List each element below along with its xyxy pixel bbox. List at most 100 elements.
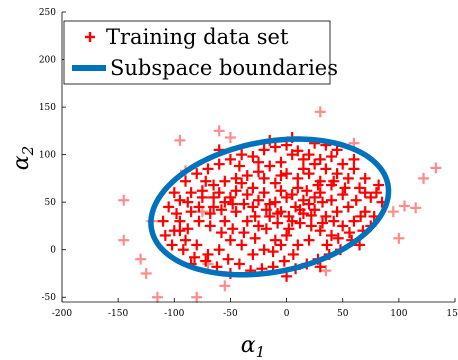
data-point	[275, 170, 287, 182]
data-point	[202, 163, 214, 175]
data-point	[264, 210, 276, 222]
data-point	[247, 151, 259, 163]
data-point	[309, 204, 321, 216]
data-points	[118, 106, 442, 303]
data-point	[320, 210, 332, 222]
data-point	[281, 229, 293, 241]
y-tick-label: -50	[42, 293, 57, 303]
data-point	[247, 182, 259, 194]
data-point	[249, 232, 261, 244]
data-point	[230, 206, 242, 218]
legend-label-boundary: Subspace boundaries	[110, 56, 338, 80]
data-point	[241, 189, 253, 201]
data-point	[236, 177, 248, 189]
data-point	[292, 172, 304, 184]
data-point	[227, 198, 239, 210]
data-point	[292, 239, 304, 251]
data-point	[219, 215, 231, 227]
data-point	[314, 225, 326, 237]
x-tick-label: -100	[164, 309, 184, 319]
data-point	[238, 198, 250, 210]
data-point	[342, 201, 354, 213]
data-point	[350, 194, 362, 206]
data-point	[260, 223, 272, 235]
data-point	[355, 210, 367, 222]
data-point	[275, 185, 287, 197]
data-point	[204, 220, 216, 232]
data-point	[182, 196, 194, 208]
data-point	[224, 234, 236, 246]
data-point	[157, 215, 169, 227]
data-point	[224, 153, 236, 165]
data-point	[249, 210, 261, 222]
data-point	[297, 163, 309, 175]
data-point	[325, 151, 337, 163]
data-point	[343, 227, 355, 239]
data-point	[321, 239, 333, 251]
data-point-outside	[418, 172, 430, 184]
x-tick-label: 150	[446, 309, 458, 319]
data-point	[247, 201, 259, 213]
data-point	[303, 234, 315, 246]
data-point	[264, 198, 276, 210]
y-tick-label: 200	[39, 56, 56, 66]
data-point	[174, 194, 186, 206]
axes	[61, 12, 455, 303]
data-point	[188, 251, 200, 263]
data-point	[309, 158, 321, 170]
y-axis-label: α2	[9, 146, 37, 170]
y-tick-label: 50	[45, 198, 57, 208]
boundary-ellipse	[148, 136, 392, 278]
data-point	[325, 229, 337, 241]
data-point	[191, 239, 203, 251]
data-point-outside	[213, 125, 225, 137]
data-point-outside	[224, 132, 236, 144]
data-point	[332, 232, 344, 244]
data-point	[174, 215, 186, 227]
data-point	[373, 179, 385, 191]
data-point	[222, 253, 234, 265]
data-point	[238, 227, 250, 239]
data-point	[339, 182, 351, 194]
data-point	[230, 185, 242, 197]
data-point	[269, 177, 281, 189]
data-point-outside	[118, 234, 130, 246]
data-point	[314, 187, 326, 199]
data-point	[286, 189, 298, 201]
data-point	[348, 163, 360, 175]
data-point	[286, 149, 298, 161]
data-point	[193, 215, 205, 227]
data-point-outside	[118, 194, 130, 206]
data-point	[258, 187, 270, 199]
x-tick-label: -50	[223, 309, 238, 319]
data-point-outside	[387, 206, 399, 218]
data-point	[185, 206, 197, 218]
data-point-outside	[398, 200, 410, 212]
x-axis-label: α1	[241, 333, 265, 360]
data-point	[182, 223, 194, 235]
data-point-outside	[410, 202, 422, 214]
data-point	[294, 204, 306, 216]
data-point	[241, 215, 253, 227]
data-point	[359, 187, 371, 199]
data-point	[200, 255, 212, 267]
data-point	[297, 153, 309, 165]
data-point-outside	[314, 106, 326, 118]
data-point	[177, 244, 189, 256]
data-point	[309, 191, 321, 203]
data-point	[260, 204, 272, 216]
data-point	[272, 208, 284, 220]
data-point	[202, 248, 214, 260]
data-point	[269, 141, 281, 153]
data-point	[337, 220, 349, 232]
legend-plus-marker	[85, 32, 95, 42]
data-point	[303, 168, 315, 180]
legend-item-boundary: Subspace boundaries	[72, 56, 338, 80]
data-point	[233, 258, 245, 270]
data-point	[191, 168, 203, 180]
data-point	[185, 187, 197, 199]
data-point	[267, 246, 279, 258]
data-point-outside	[135, 253, 147, 265]
data-point	[348, 215, 360, 227]
